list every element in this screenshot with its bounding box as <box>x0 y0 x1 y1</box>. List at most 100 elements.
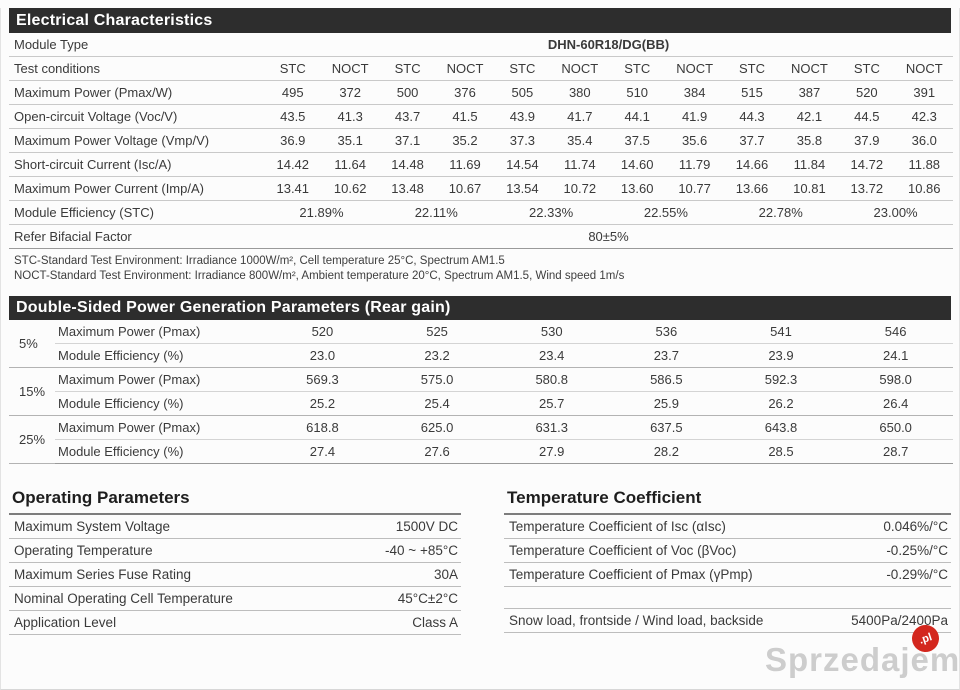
list-item: Temperature Coefficient of Isc (αIsc) 0.… <box>504 515 951 539</box>
temperature-coefficient-title: Temperature Coefficient <box>504 488 951 515</box>
cell: 510 <box>608 80 666 105</box>
param-value: 1500V DC <box>395 519 458 534</box>
table-row: 15% Maximum Power (Pmax) 569.3 575.0 580… <box>9 367 953 416</box>
cell: 380 <box>551 80 609 105</box>
cell: 27.9 <box>494 439 610 464</box>
param-value: -0.25%/°C <box>886 543 948 558</box>
param-label: Temperature Coefficient of Voc (βVoc) <box>509 543 737 558</box>
param-value: 0.046%/°C <box>883 519 948 534</box>
module-type-value: DHN-60R18/DG(BB) <box>264 33 953 57</box>
cell: 44.3 <box>723 104 781 129</box>
cell: 35.1 <box>321 128 379 153</box>
row-label: Maximum Power (Pmax) <box>55 367 266 392</box>
cell: 13.48 <box>378 176 437 201</box>
cell: 37.7 <box>723 128 781 153</box>
param-value: 30A <box>433 567 458 582</box>
column-header: STC <box>608 56 666 81</box>
cell: 80±5% <box>264 224 953 249</box>
param-label: Maximum Series Fuse Rating <box>14 567 192 582</box>
cell: 36.9 <box>264 128 322 153</box>
cell: 14.60 <box>608 152 666 177</box>
row-label: Open-circuit Voltage (Voc/V) <box>9 104 265 129</box>
table-row: Module Efficiency (%) 23.0 23.2 23.4 23.… <box>9 343 953 368</box>
cell: 384 <box>665 80 724 105</box>
cell: 23.7 <box>609 343 724 368</box>
electrical-characteristics-section: Electrical Characteristics Module Type D… <box>9 8 953 284</box>
list-item: Nominal Operating Cell Temperature 45°C±… <box>9 587 461 611</box>
noct-footnote: NOCT-Standard Test Environment: Irradian… <box>14 270 625 282</box>
row-label: Module Efficiency (%) <box>55 439 266 464</box>
cell: 11.88 <box>895 152 953 177</box>
cell: 35.2 <box>436 128 494 153</box>
cell: 37.3 <box>493 128 552 153</box>
param-label: Temperature Coefficient of Isc (αIsc) <box>509 519 726 534</box>
cell: 36.0 <box>895 128 953 153</box>
cell: 44.5 <box>838 104 896 129</box>
row-label: Refer Bifacial Factor <box>9 224 265 249</box>
cell: 11.74 <box>551 152 609 177</box>
gain-percent-label: 5% <box>9 320 56 368</box>
cell: 495 <box>264 80 322 105</box>
cell: 10.72 <box>551 176 609 201</box>
table-row: Short-circuit Current (Isc/A) 14.42 11.6… <box>9 152 953 177</box>
param-label: Application Level <box>14 615 117 630</box>
cell: 43.5 <box>264 104 322 129</box>
table-row: Maximum Power Voltage (Vmp/V) 36.9 35.1 … <box>9 128 953 153</box>
cell: 26.4 <box>838 391 953 416</box>
cell: 13.60 <box>608 176 666 201</box>
rear-gain-table: 5% Maximum Power (Pmax) 520 525 530 536 … <box>9 320 953 464</box>
cell: 25.4 <box>379 391 495 416</box>
row-label: Module Efficiency (%) <box>55 343 266 368</box>
column-header: NOCT <box>780 56 839 81</box>
cell: 37.9 <box>838 128 896 153</box>
cell: 10.62 <box>321 176 379 201</box>
cell: 41.9 <box>665 104 724 129</box>
cell: 23.2 <box>379 343 495 368</box>
row-label: Maximum Power (Pmax) <box>55 415 266 440</box>
cell: 27.4 <box>265 439 380 464</box>
cell: 28.2 <box>609 439 724 464</box>
cell: 541 <box>723 320 839 344</box>
table-row: Open-circuit Voltage (Voc/V) 43.5 41.3 4… <box>9 104 953 129</box>
cell: 650.0 <box>838 415 953 440</box>
cell: 35.4 <box>551 128 609 153</box>
list-item: Maximum Series Fuse Rating 30A <box>9 563 461 587</box>
table-row: Module Efficiency (STC) 21.89% 22.11% 22… <box>9 200 953 225</box>
cell: 27.6 <box>379 439 495 464</box>
cell: 586.5 <box>609 367 724 392</box>
cell: 631.3 <box>494 415 610 440</box>
cell: 23.0 <box>265 343 380 368</box>
cell: 10.67 <box>436 176 494 201</box>
stc-footnote: STC-Standard Test Environment: Irradianc… <box>14 255 505 267</box>
cell: 625.0 <box>379 415 495 440</box>
cell: 536 <box>609 320 724 344</box>
param-label: Snow load, frontside / Wind load, backsi… <box>509 613 764 628</box>
cell: 37.5 <box>608 128 666 153</box>
list-item: Maximum System Voltage 1500V DC <box>9 515 461 539</box>
row-label: Short-circuit Current (Isc/A) <box>9 152 265 177</box>
row-label: Module Efficiency (%) <box>55 391 266 416</box>
cell: 14.54 <box>493 152 552 177</box>
cell: 25.2 <box>265 391 380 416</box>
cell: 520 <box>838 80 896 105</box>
gain-percent-label: 25% <box>9 415 56 464</box>
watermark-text: Sprzedajemy <box>765 641 960 678</box>
cell: 391 <box>895 80 953 105</box>
cell: 13.72 <box>838 176 896 201</box>
temperature-coefficient-panel: Temperature Coefficient Temperature Coef… <box>504 488 951 635</box>
table-row: Maximum Power (Pmax/W) 495 372 500 376 5… <box>9 80 953 105</box>
cell: 14.66 <box>723 152 781 177</box>
list-item: Temperature Coefficient of Voc (βVoc) -0… <box>504 539 951 563</box>
cell: 22.33% <box>493 200 609 225</box>
table-row: 5% Maximum Power (Pmax) 520 525 530 536 … <box>9 320 953 368</box>
cell: 546 <box>838 320 953 344</box>
cell: 22.78% <box>723 200 839 225</box>
cell: 43.7 <box>378 104 437 129</box>
cell: 592.3 <box>723 367 839 392</box>
param-value: 5400Pa/2400Pa <box>851 613 948 628</box>
cell: 580.8 <box>494 367 610 392</box>
cell: 14.42 <box>264 152 322 177</box>
gain-percent-label: 15% <box>9 367 56 416</box>
table-row: Maximum Power Current (Imp/A) 13.41 10.6… <box>9 176 953 201</box>
cell: 575.0 <box>379 367 495 392</box>
